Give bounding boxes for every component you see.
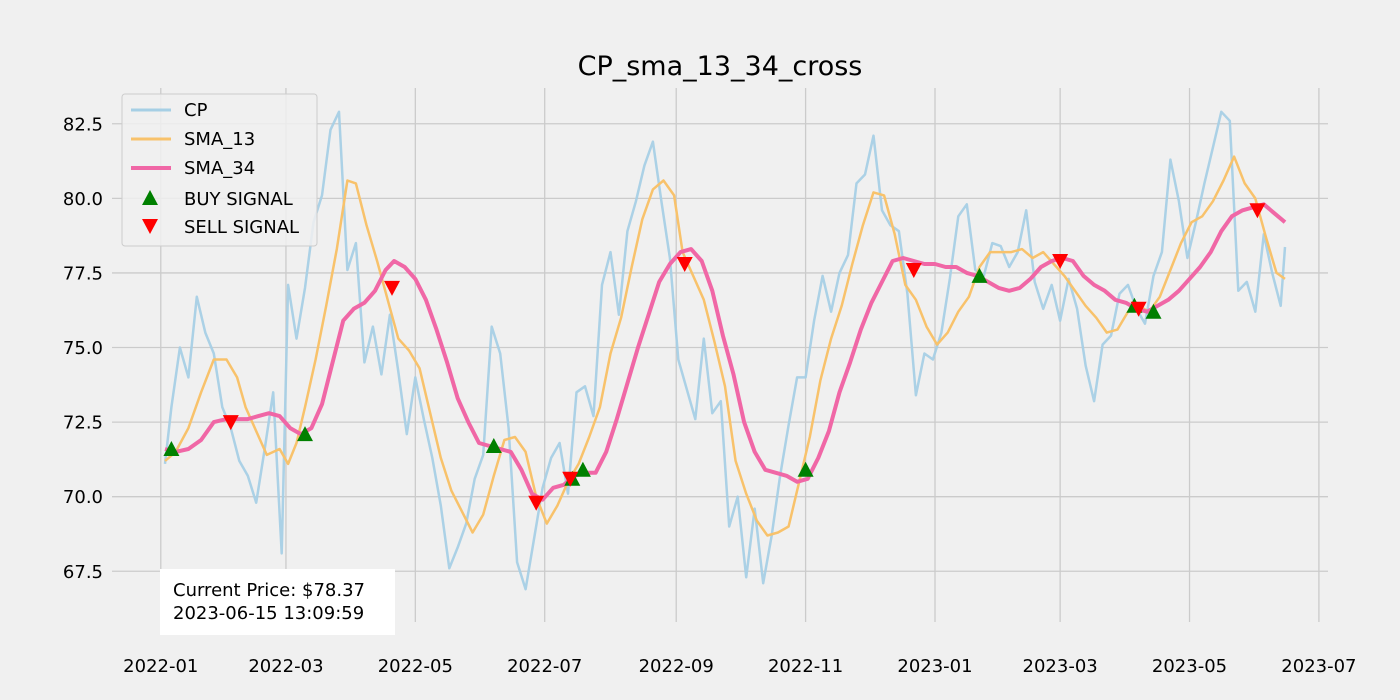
x-tick-label: 2022-05 <box>378 656 453 677</box>
info-box-background <box>160 569 395 635</box>
buy-signal-marker <box>1145 303 1162 319</box>
sell-signal-marker <box>676 257 693 272</box>
legend-box <box>121 93 318 247</box>
x-tick-label: 2022-01 <box>123 656 198 677</box>
x-tick-label: 2022-07 <box>507 656 582 677</box>
chart-title: CP_sma_13_34_cross <box>578 51 863 82</box>
sell-signal-marker <box>1249 203 1266 219</box>
y-tick-label: 80.0 <box>63 189 103 210</box>
legend-label-sell: SELL SIGNAL <box>184 217 299 238</box>
legend-label-sma13: SMA_13 <box>184 129 255 150</box>
sell-signal-marker <box>1052 254 1069 269</box>
buy-signal-marker <box>971 267 988 283</box>
y-tick-label: 82.5 <box>63 114 103 135</box>
buy-signal-marker <box>163 441 180 456</box>
current-price-text: Current Price: $78.37 <box>173 580 365 601</box>
buy-signal-marker <box>797 461 814 477</box>
x-tick-label: 2023-03 <box>1023 656 1098 677</box>
series-line-cp <box>163 110 1287 591</box>
current-price-box: Current Price: $78.37 2023-06-15 13:09:5… <box>160 569 395 635</box>
y-tick-label: 70.0 <box>63 487 103 508</box>
legend-sell-marker <box>142 219 158 234</box>
series-group <box>163 110 1287 591</box>
ticks: 67.5 70.0 72.5 75.0 77.5 80.0 82.5 2022-01 2022-… <box>63 114 1357 677</box>
legend-label-sma34: SMA_34 <box>184 158 255 179</box>
sell-signal-marker <box>905 263 922 278</box>
y-tick-label: 67.5 <box>63 562 103 583</box>
x-tick-label: 2022-09 <box>639 656 714 677</box>
legend-label-cp: CP <box>184 100 208 121</box>
legend-label-buy: BUY SIGNAL <box>184 189 293 210</box>
y-tick-label: 72.5 <box>63 413 103 434</box>
x-tick-label: 2023-07 <box>1281 656 1356 677</box>
x-tick-label: 2023-05 <box>1152 656 1227 677</box>
y-tick-label: 77.5 <box>63 263 103 284</box>
sell-signal-marker <box>562 471 579 487</box>
buy-signal-marker <box>297 426 313 442</box>
timestamp-text: 2023-06-15 13:09:59 <box>173 603 364 624</box>
signal-group <box>163 203 1266 511</box>
y-tick-label: 75.0 <box>63 338 103 359</box>
x-tick-label: 2022-03 <box>248 656 323 677</box>
series-line-sma-34 <box>164 202 1287 502</box>
buy-signal-marker <box>574 461 591 477</box>
legend: CP SMA_13 SMA_34 BUY SIGNAL SELL SIGNAL <box>121 93 318 247</box>
sell-signal-marker <box>1130 301 1147 317</box>
sell-signal-marker <box>528 495 545 511</box>
legend-buy-marker <box>142 190 158 205</box>
x-tick-label: 2022-11 <box>768 656 843 677</box>
buy-signal-marker <box>485 438 502 453</box>
x-tick-label: 2023-01 <box>897 656 972 677</box>
sell-signal-marker <box>384 280 400 296</box>
sell-signal-marker <box>222 415 239 431</box>
series-line-sma-13 <box>164 155 1286 537</box>
